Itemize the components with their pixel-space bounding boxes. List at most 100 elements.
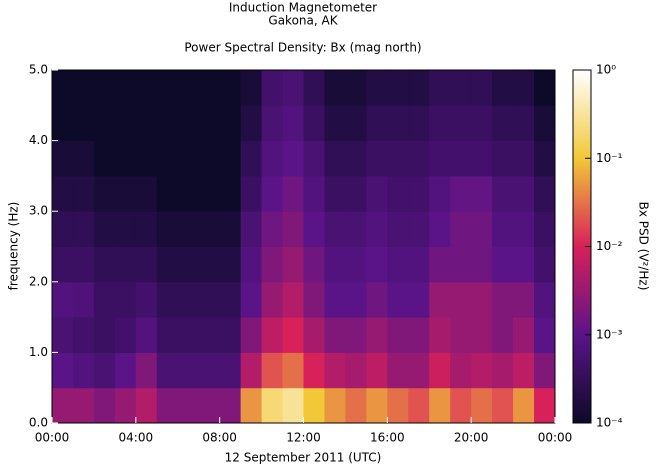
heat-cell bbox=[513, 246, 535, 283]
heat-cell bbox=[240, 140, 263, 177]
heat-cell bbox=[471, 317, 493, 353]
heat-cell bbox=[93, 105, 116, 142]
y-tick-label: 1.0 bbox=[29, 345, 48, 359]
heat-cell bbox=[93, 317, 116, 353]
heat-cell bbox=[261, 387, 284, 424]
heat-cell bbox=[93, 352, 116, 389]
heat-cell bbox=[177, 211, 200, 247]
heat-cell bbox=[492, 105, 514, 142]
heat-cell bbox=[492, 211, 514, 247]
heat-cell bbox=[72, 70, 95, 106]
heat-cell bbox=[387, 281, 409, 318]
subtitle: Gakona, AK bbox=[268, 14, 338, 28]
heat-cell bbox=[135, 246, 158, 283]
heat-cell bbox=[471, 352, 493, 389]
heat-cell bbox=[114, 70, 137, 106]
heat-cell bbox=[177, 70, 200, 106]
heat-cell bbox=[513, 70, 535, 106]
heat-cell bbox=[303, 387, 325, 424]
heat-cell bbox=[282, 175, 304, 212]
heat-cell bbox=[240, 246, 263, 283]
x-tick-label: 00:00 bbox=[35, 431, 70, 445]
heat-cell bbox=[366, 281, 388, 318]
heat-cell bbox=[345, 211, 367, 247]
heat-cell bbox=[324, 387, 346, 424]
heat-cell bbox=[534, 387, 556, 424]
heat-cell bbox=[72, 246, 95, 283]
heat-cell bbox=[492, 281, 514, 318]
heat-cell bbox=[177, 140, 200, 177]
heat-cell bbox=[219, 387, 242, 424]
heat-cell bbox=[156, 246, 179, 283]
heat-cell bbox=[72, 352, 95, 389]
heat-cell bbox=[513, 317, 535, 353]
heat-cell bbox=[135, 352, 158, 389]
heat-cell bbox=[408, 281, 430, 318]
heat-cell bbox=[219, 352, 242, 389]
heat-cell bbox=[324, 70, 346, 106]
x-tick-label: 12:00 bbox=[286, 431, 321, 445]
heat-cell bbox=[261, 352, 284, 389]
heat-cell bbox=[387, 246, 409, 283]
heat-cell bbox=[261, 211, 284, 247]
heat-cell bbox=[345, 281, 367, 318]
heat-cell bbox=[324, 352, 346, 389]
heat-cell bbox=[219, 317, 242, 353]
heat-cell bbox=[492, 352, 514, 389]
heat-cell bbox=[219, 246, 242, 283]
heat-cell bbox=[303, 140, 325, 177]
heat-cell bbox=[93, 211, 116, 247]
heat-cell bbox=[492, 70, 514, 106]
heat-cell bbox=[72, 105, 95, 142]
x-axis-label: 12 September 2011 (UTC) bbox=[225, 451, 382, 465]
heat-cell bbox=[408, 246, 430, 283]
heat-cell bbox=[135, 175, 158, 212]
heat-cell bbox=[429, 387, 451, 424]
heat-cell bbox=[471, 387, 493, 424]
heat-cell bbox=[429, 317, 451, 353]
heat-cell bbox=[177, 246, 200, 283]
heat-cell bbox=[282, 352, 304, 389]
heat-cell bbox=[429, 175, 451, 212]
heat-cell bbox=[387, 387, 409, 424]
heat-cell bbox=[156, 317, 179, 353]
heat-cell bbox=[52, 281, 74, 318]
heat-cell bbox=[450, 211, 472, 247]
heat-cell bbox=[429, 105, 451, 142]
heat-cell bbox=[366, 387, 388, 424]
heat-cell bbox=[408, 140, 430, 177]
heat-cell bbox=[324, 175, 346, 212]
heat-cell bbox=[93, 175, 116, 212]
heat-cell bbox=[261, 105, 284, 142]
colorbar-tick-label: 10⁻⁴ bbox=[596, 416, 623, 430]
heat-cell bbox=[408, 317, 430, 353]
heat-cell bbox=[177, 352, 200, 389]
heat-cell bbox=[513, 105, 535, 142]
heat-cell bbox=[282, 211, 304, 247]
heat-cell bbox=[345, 175, 367, 212]
heat-cell bbox=[93, 140, 116, 177]
heat-cell bbox=[135, 70, 158, 106]
heat-cell bbox=[534, 140, 556, 177]
heat-cell bbox=[450, 70, 472, 106]
heat-cell bbox=[345, 387, 367, 424]
heat-cell bbox=[387, 352, 409, 389]
heat-cell bbox=[408, 352, 430, 389]
heat-cell bbox=[513, 140, 535, 177]
heat-cell bbox=[429, 211, 451, 247]
heat-cell bbox=[387, 211, 409, 247]
heat-cell bbox=[156, 140, 179, 177]
heat-cell bbox=[513, 281, 535, 318]
heat-cell bbox=[366, 175, 388, 212]
heat-cell bbox=[177, 317, 200, 353]
heat-cell bbox=[366, 211, 388, 247]
heat-cell bbox=[114, 175, 137, 212]
heat-cell bbox=[471, 175, 493, 212]
heat-cell bbox=[72, 175, 95, 212]
heat-cell bbox=[72, 317, 95, 353]
heat-cell bbox=[534, 211, 556, 247]
heat-cell bbox=[345, 105, 367, 142]
heat-cell bbox=[534, 281, 556, 318]
heat-cell bbox=[219, 70, 242, 106]
